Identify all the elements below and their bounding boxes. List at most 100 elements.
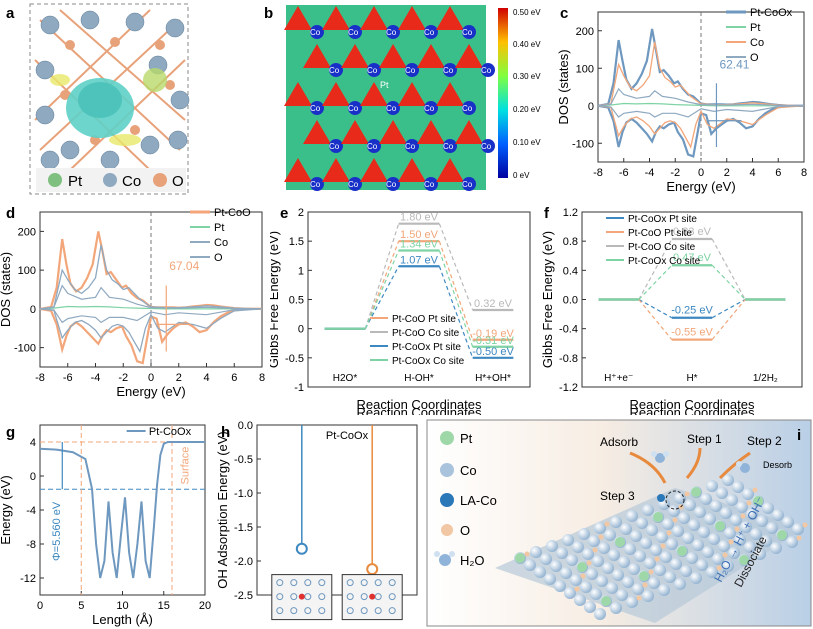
slab-co-atom (582, 548, 594, 560)
elf-co-site (310, 25, 324, 39)
elf-co-label: Co (310, 104, 321, 113)
elf-co-site (310, 101, 324, 115)
elf-co-site (386, 101, 400, 115)
x-tick-label: -6 (63, 372, 73, 384)
x-tick-label: 0 (698, 167, 704, 179)
ts-energy-label: 1.80 eV (400, 212, 439, 224)
x-axis-label: Length (Å) (92, 612, 153, 627)
energy-connector (364, 265, 400, 329)
slab-o-atom (524, 551, 530, 557)
slab-co-atom (664, 571, 676, 583)
slab-co-atom (578, 528, 590, 540)
elf-co-label: Co (386, 104, 397, 113)
slab-pt-atom (777, 530, 787, 540)
inset-atom (346, 593, 354, 601)
dos-series-line (39, 284, 263, 310)
y-tick-label: 4 (30, 437, 36, 449)
dos-series-line (39, 244, 263, 310)
elf-co-label: Co (348, 104, 359, 113)
slab-co-atom (754, 548, 766, 560)
dos-series-line (597, 87, 805, 107)
slab-co-atom (726, 494, 738, 506)
energy-connector (638, 299, 673, 340)
slab-co-atom (604, 529, 616, 541)
panel-label-b: b (264, 5, 273, 22)
slab-co-atom (540, 553, 552, 565)
elf-o-lobe (284, 82, 312, 106)
slab-co-atom (650, 544, 662, 556)
legend-label: O (214, 252, 223, 264)
slab-co-atom (742, 488, 754, 500)
elf-co-label: Co (462, 180, 473, 189)
y-tick-label: 1.2 (563, 207, 578, 219)
d-band-value: 62.41 (719, 57, 749, 71)
slab-co-atom (634, 550, 646, 562)
inset-atom (304, 607, 312, 615)
slab-co-atom (762, 502, 774, 514)
x-axis-label: Energy (eV) (116, 384, 185, 399)
energy-connector (438, 223, 474, 311)
elf-co-site (443, 139, 457, 153)
elf-co-label: Co (462, 104, 473, 113)
gibbs-chart-e: e -1 -0.5 0 0.5 1 1.5 2 Reaction Coordinates Gib… (270, 205, 531, 415)
elf-co-site (481, 139, 495, 153)
legend-label: O (750, 52, 759, 64)
slab-co-atom (656, 531, 668, 543)
y-tick-label: -100 (14, 343, 36, 355)
y-tick-label: -1.2 (559, 382, 578, 394)
elf-o-lobe (398, 82, 426, 106)
colorbar-tick-2: 0.30 eV (513, 72, 541, 81)
y-tick-label: 0 (30, 304, 36, 316)
slab-co-atom (622, 576, 634, 588)
slab-co-atom (560, 567, 572, 579)
legend-label: Pt-CoO (214, 207, 251, 219)
legend-a-pt: Pt (68, 173, 83, 190)
elf-o-lobe (360, 82, 388, 106)
x-axis-label: Reaction Coordinates (356, 397, 482, 412)
y-tick-label: 0.5 (289, 295, 304, 307)
legend-label: Pt (750, 22, 760, 34)
elf-spots: Co Co Co Co Co Co Co Co Co Co Co Co Co Co Co Co Co Co Co Co… (284, 6, 495, 191)
elf-co-site (348, 177, 362, 191)
elf-co-site (424, 177, 438, 191)
x-tick-label: 6 (775, 167, 781, 179)
inset-atom (346, 579, 354, 587)
x-tick-label: 15 (158, 600, 170, 612)
pt-atom-icon (48, 173, 62, 187)
slab-co-atom (766, 522, 778, 534)
slab-co-atom (716, 487, 728, 499)
legend-label: Co (214, 237, 228, 249)
legend-label: Pt-CoOx Co site (392, 356, 465, 367)
y-axis-label: Energy (eV) (0, 475, 13, 544)
step1-arrow (685, 447, 702, 479)
slab-co-atom (556, 547, 568, 559)
elf-co-site (329, 139, 343, 153)
dos-series-line (597, 102, 804, 107)
work-function-label: Φ=5.560 eV (51, 501, 63, 561)
slab-co-atom (654, 564, 666, 576)
slab-co-atom (702, 546, 714, 558)
panel-label-c: c (560, 5, 568, 22)
y-axis-label: OH Adsorption Energy (eV) (215, 431, 230, 589)
x-tick-label: 2 (724, 167, 730, 179)
y-tick-label: 200 (18, 226, 36, 238)
legend-label: Pt-CoOx Co site (628, 256, 701, 267)
elf-co-label: Co (367, 66, 378, 75)
inset-atom (304, 579, 312, 587)
slab-co-atom (698, 526, 710, 538)
panel-label-i: i (797, 427, 801, 444)
legend-i-h2o-icon (434, 551, 455, 566)
charge-density-core (78, 82, 122, 118)
slab-co-atom (626, 510, 638, 522)
elf-o-lobe (322, 158, 350, 182)
x-tick-label: 0 (148, 372, 154, 384)
slab-co-atom (750, 528, 762, 540)
elf-o-lobe (455, 120, 483, 144)
co-charge-blob (143, 68, 167, 92)
slab-co-atom (570, 574, 582, 586)
legend-i-pt-icon (440, 431, 454, 445)
elf-co-site (367, 139, 381, 153)
elf-co-label: Co (462, 28, 473, 37)
legend-label: Pt-CoO Co site (392, 328, 460, 339)
y-tick-label: -8 (26, 539, 36, 551)
